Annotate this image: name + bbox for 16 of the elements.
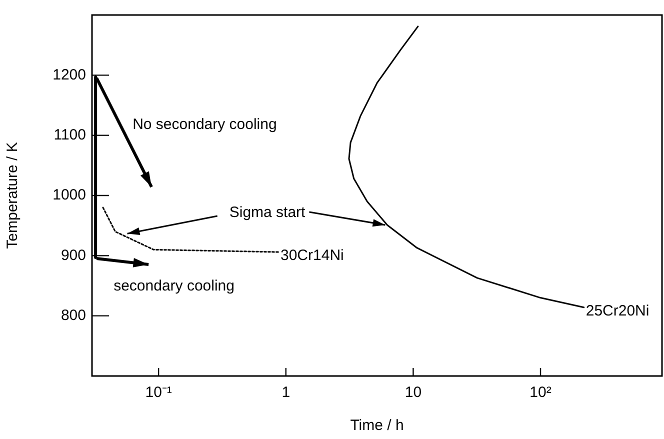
x-tick-label: 10 [404,384,422,402]
y-tick-label: 1000 [52,186,86,204]
y-tick-label: 1100 [54,126,86,144]
annotation: Sigma start [229,204,306,222]
annotation: No secondary cooling [132,116,277,134]
y-tick-label: 800 [60,306,86,324]
y-tick-label: 1200 [52,66,86,84]
x-tick-label: 1 [282,384,290,402]
series-label: 25Cr20Ni [586,302,650,320]
annotation: secondary cooling [114,278,234,295]
x-tick-label: 10² [530,384,552,402]
series-label: 30Cr14Ni [280,247,344,264]
y-axis-title: Temperature / K [4,142,22,249]
y-tick-label: 900 [60,246,86,264]
x-axis-title: Time / h [350,417,404,434]
x-tick-label: 10⁻¹ [145,384,172,402]
